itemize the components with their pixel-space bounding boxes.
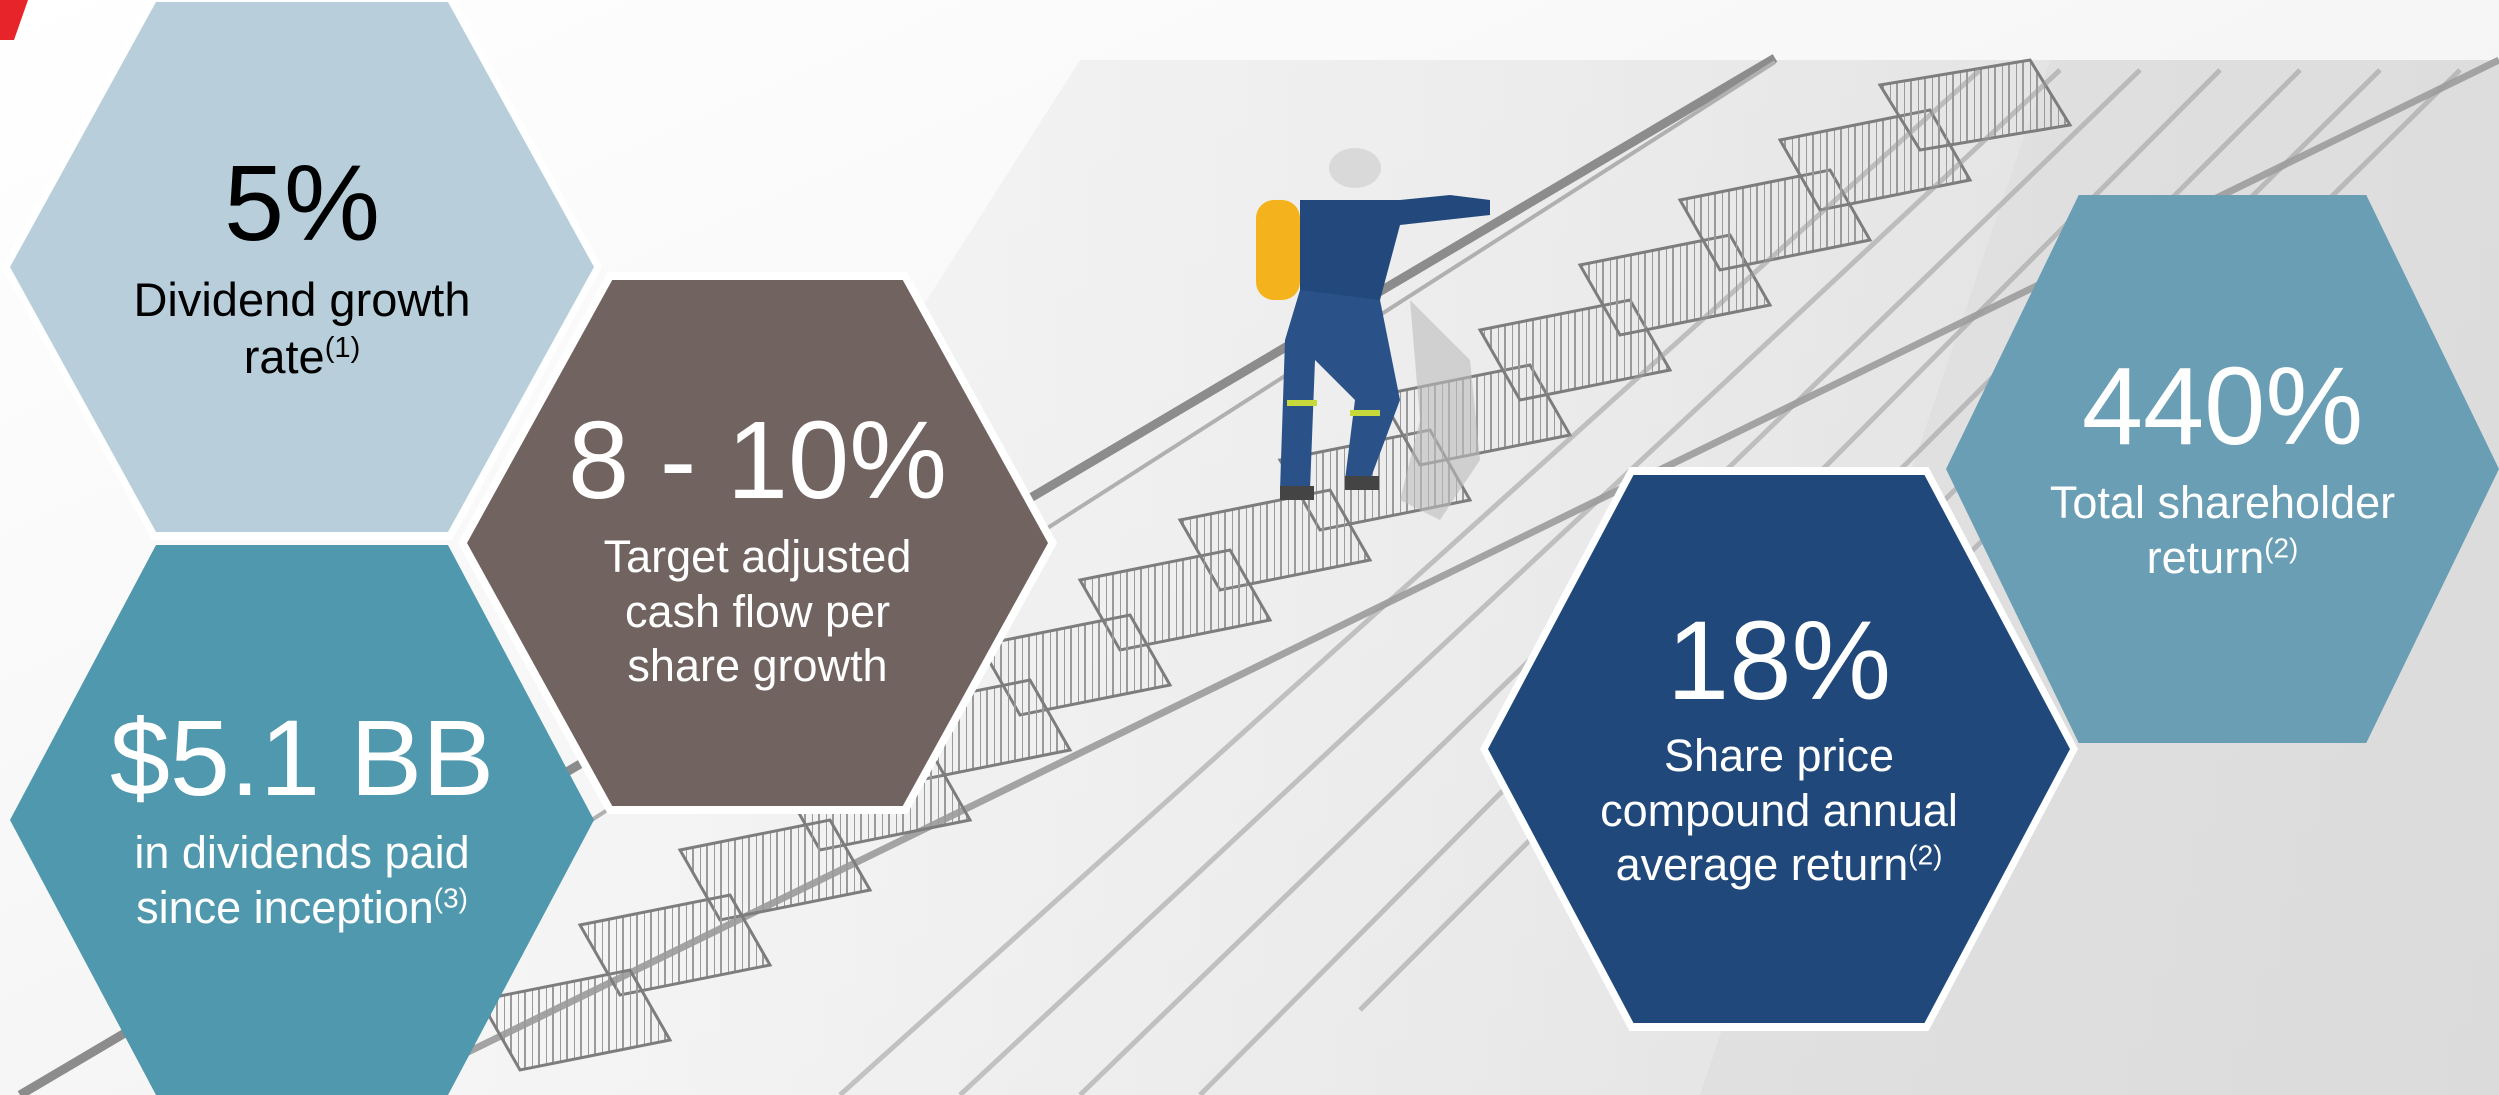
dividend-growth-line1: Dividend growth [133,272,471,326]
dividend-growth-line2-text: rate [243,330,325,383]
dividends-paid-line2: since inception(3) [134,881,469,936]
cash-flow-line2: cash flow per [624,585,891,637]
dividends-paid-line1: in dividends paid [134,827,470,879]
footnote-marker: (1) [324,331,361,364]
share-price-return-label: Share price compound annual average retu… [1600,729,1958,894]
cash-flow-line3: share growth [627,640,888,692]
total-shareholder-return-value: 440% [2081,345,2364,469]
tsr-line1: Total shareholder [2049,477,2396,529]
tsr-line2: return(2) [2050,531,2395,586]
dividends-paid-line2-text: since inception [136,882,434,933]
cash-flow-line1: Target adjusted [603,530,912,582]
share-price-line3-text: average return [1615,839,1909,891]
dividends-paid-value: $5.1 BB [109,697,495,819]
share-price-line1: Share price [1663,729,1895,781]
share-price-line2: compound annual [1600,784,1958,836]
footnote-marker: (3) [433,882,468,914]
share-price-line3: average return(2) [1600,838,1958,893]
dividend-growth-line2: rate(1) [133,328,470,385]
cash-flow-growth-label: Target adjusted cash flow per share grow… [604,530,912,695]
share-price-return-value: 18% [1666,597,1892,723]
dividend-growth-value: 5% [223,141,381,263]
dividend-growth-label: Dividend growth rate(1) [133,271,470,386]
worker-figure [1256,148,1490,500]
dividends-paid-tile: $5.1 BB in dividends paid since inceptio… [10,545,594,1095]
cash-flow-growth-value: 8 - 10% [567,398,948,522]
total-shareholder-return-tile: 440% Total shareholder return(2) [1946,195,2499,743]
footnote-marker: (2) [1908,840,1943,872]
tsr-line2-text: return [2146,532,2265,583]
footnote-marker: (2) [2264,532,2299,564]
accent-corner-mark [0,0,28,40]
total-shareholder-return-label: Total shareholder return(2) [2050,476,2395,586]
dividend-growth-tile: 5% Dividend growth rate(1) [10,2,594,532]
dividends-paid-label: in dividends paid since inception(3) [134,826,469,936]
